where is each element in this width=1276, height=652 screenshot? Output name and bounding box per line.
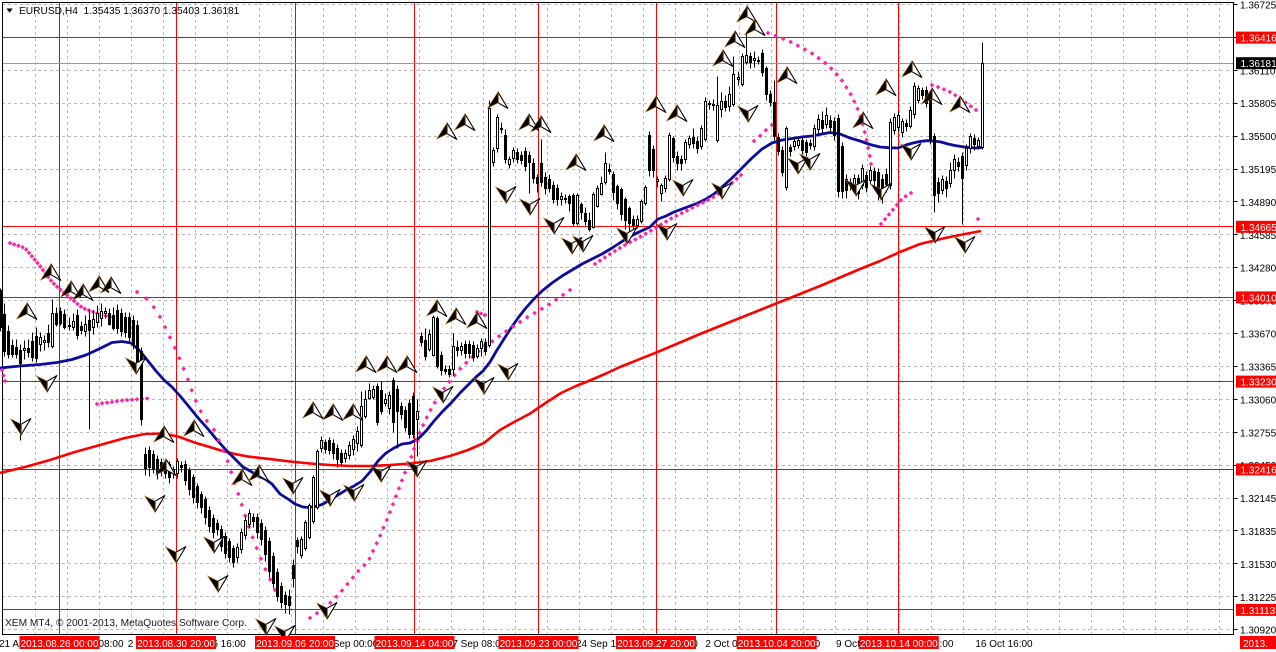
svg-text:1.36725: 1.36725 xyxy=(1240,1,1276,12)
svg-text:21 A: 21 A xyxy=(0,639,19,650)
svg-text:2013.09.27 20:00: 2013.09.27 20:00 xyxy=(617,639,695,650)
svg-text:1.36416: 1.36416 xyxy=(1241,34,1276,45)
svg-text:2: 2 xyxy=(128,639,134,650)
svg-text:XEM MT4, © 2001-2013, MetaQuot: XEM MT4, © 2001-2013, MetaQuotes Softwar… xyxy=(5,618,247,629)
svg-text:1.34010: 1.34010 xyxy=(1241,293,1276,304)
svg-text:1.35805: 1.35805 xyxy=(1240,99,1276,110)
svg-text:1.35195: 1.35195 xyxy=(1240,165,1276,176)
svg-text:1.32416: 1.32416 xyxy=(1241,465,1276,476)
svg-text:1.34665: 1.34665 xyxy=(1241,223,1276,234)
svg-text:0: 0 xyxy=(815,639,821,650)
svg-text:1.34890: 1.34890 xyxy=(1240,198,1276,209)
svg-text:1.33230: 1.33230 xyxy=(1241,378,1276,389)
svg-text:2013.09.06 20:00: 2013.09.06 20:00 xyxy=(256,639,334,650)
svg-text:1.32145: 1.32145 xyxy=(1240,494,1276,505)
svg-text:1.31113: 1.31113 xyxy=(1241,606,1276,617)
svg-text:2013.10.14 00:00: 2013.10.14 00:00 xyxy=(860,639,938,650)
svg-text::00: :00 xyxy=(940,639,954,650)
svg-text:1.34585: 1.34585 xyxy=(1240,231,1276,242)
svg-text:2013.08.30 20:00: 2013.08.30 20:00 xyxy=(137,639,215,650)
svg-text:1.34280: 1.34280 xyxy=(1240,264,1276,275)
svg-text:Sep 00:00: Sep 00:00 xyxy=(333,639,379,650)
svg-text:2013.: 2013. xyxy=(1243,639,1268,650)
svg-text:1.31530: 1.31530 xyxy=(1240,560,1276,571)
svg-text:2013.09.23 00:00: 2013.09.23 00:00 xyxy=(500,639,578,650)
svg-text:2 Oct 0: 2 Oct 0 xyxy=(705,639,738,650)
svg-text:16 Oct 16:00: 16 Oct 16:00 xyxy=(975,639,1033,650)
svg-text:1.33670: 1.33670 xyxy=(1240,330,1276,341)
svg-text:1.31835: 1.31835 xyxy=(1240,527,1276,538)
svg-text:1.33365: 1.33365 xyxy=(1240,362,1276,373)
svg-text:2013.08.26 00:00: 2013.08.26 00:00 xyxy=(21,639,99,650)
svg-text:08:00: 08:00 xyxy=(98,639,123,650)
svg-text:EURUSD,H4 1.35435 1.36370 1.3: EURUSD,H4 1.35435 1.36370 1.35403 1.3618… xyxy=(19,6,240,17)
svg-text:2013.09.14 04:00: 2013.09.14 04:00 xyxy=(376,639,454,650)
svg-text:1.35500: 1.35500 xyxy=(1240,132,1276,143)
svg-text:1.36110: 1.36110 xyxy=(1240,66,1276,77)
svg-text:24 Sep 1: 24 Sep 1 xyxy=(576,639,616,650)
svg-text:1.36181: 1.36181 xyxy=(1241,59,1276,70)
svg-text:1.32755: 1.32755 xyxy=(1240,428,1276,439)
svg-text:6 16:00: 6 16:00 xyxy=(212,639,246,650)
svg-text:2013.10.04 20:00: 2013.10.04 20:00 xyxy=(738,639,816,650)
svg-text:1.31225: 1.31225 xyxy=(1240,593,1276,604)
svg-text:1.30920: 1.30920 xyxy=(1240,626,1276,637)
svg-text:7 Sep 08:0: 7 Sep 08:0 xyxy=(452,639,501,650)
svg-text:1.33060: 1.33060 xyxy=(1240,395,1276,406)
svg-text:9 Oct: 9 Oct xyxy=(836,639,860,650)
